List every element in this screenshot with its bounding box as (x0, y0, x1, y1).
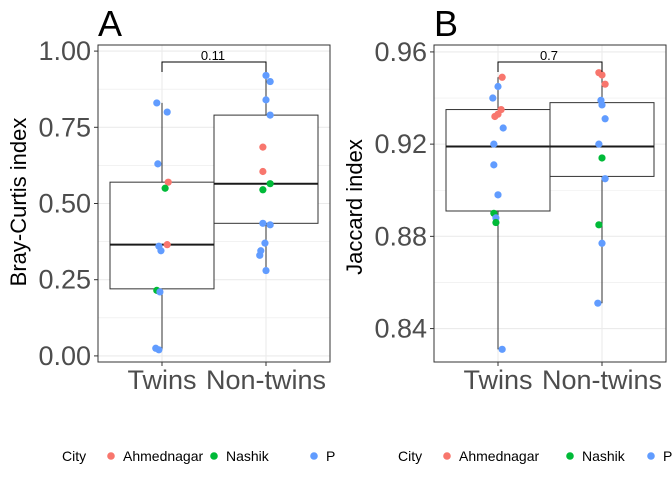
data-point (262, 71, 270, 80)
panel-b-x-ticks: Twins Non-twins (463, 362, 662, 395)
legend-b: City Ahmednagar Nashik P (398, 448, 672, 464)
data-point (598, 101, 606, 109)
data-point (256, 251, 264, 259)
y-tick-label: 0.75 (38, 112, 91, 142)
legend-label: Nashik (582, 448, 626, 464)
data-point (598, 239, 606, 247)
data-point (259, 219, 267, 227)
legend-key (647, 452, 655, 460)
panel-a-x-ticks: Twins Non-twins (127, 362, 326, 395)
data-point (259, 167, 267, 176)
y-tick-label: 0.50 (38, 189, 91, 219)
y-tick-label: 0.88 (374, 221, 427, 251)
panel-b-label: B (434, 3, 458, 44)
legend-title: City (398, 448, 422, 464)
data-point (156, 288, 164, 296)
data-point (266, 221, 274, 229)
data-point (163, 241, 171, 249)
panel-b-y-ticks: 0.84 0.88 0.92 0.96 (374, 37, 434, 344)
y-tick-label: 0.84 (374, 314, 427, 344)
data-point (266, 111, 274, 119)
box-iqr (213, 114, 319, 224)
data-point (594, 299, 602, 307)
data-point (601, 115, 609, 123)
y-tick-label: 0.96 (374, 37, 427, 67)
legend-label: Ahmednagar (459, 448, 540, 464)
data-point (259, 143, 267, 151)
data-point (259, 186, 267, 194)
y-tick-label: 0.92 (374, 129, 427, 159)
legend-title: City (62, 448, 86, 464)
legend-key (566, 452, 574, 460)
x-tick-label: Twins (463, 365, 532, 395)
data-point (262, 96, 270, 104)
panel-a-y-axis-title: Bray-Curtis index (6, 118, 31, 287)
data-point (499, 124, 507, 132)
data-point (161, 184, 169, 192)
box-iqr (549, 102, 655, 177)
data-point (262, 266, 270, 275)
legend-label: Ahmednagar (123, 448, 204, 464)
data-point (601, 175, 609, 183)
legend-key (443, 452, 451, 460)
data-point (266, 180, 274, 188)
box-iqr (109, 181, 215, 290)
y-tick-label: 1.00 (38, 36, 91, 66)
panel-a-y-ticks: 0.00 0.25 0.50 0.75 1.00 (38, 36, 98, 371)
data-point (494, 82, 502, 91)
panel-a-pvalue: 0.11 (201, 48, 225, 63)
data-point (164, 178, 172, 186)
data-point (595, 221, 603, 229)
panel-a-significance-bracket (161, 61, 267, 72)
data-point (601, 80, 609, 88)
legend-key (310, 452, 318, 460)
legend-label: Nashik (226, 448, 270, 464)
y-tick-label: 0.25 (38, 265, 91, 295)
panel-b-pvalue: 0.7 (540, 48, 558, 63)
data-point (490, 161, 498, 169)
x-tick-label: Non-twins (542, 365, 662, 395)
data-point (261, 239, 269, 247)
panel-border (433, 44, 667, 363)
data-point (489, 94, 497, 102)
data-point (498, 73, 506, 81)
legend-label: P (663, 448, 672, 464)
data-point (498, 345, 506, 353)
legend-key (210, 452, 218, 460)
x-tick-label: Twins (127, 365, 196, 395)
data-point (598, 71, 606, 79)
panel-b-y-axis-title: Jaccard index (342, 139, 367, 275)
panel-a: A 0.00 0.25 0.50 0.75 1.00 Twins Non-twins 0.… (6, 3, 331, 395)
data-point (595, 140, 603, 148)
data-point (154, 160, 162, 168)
data-point (490, 140, 498, 148)
bracket-line (161, 61, 267, 72)
panel-b: B 0.84 0.88 0.92 0.96 Twins Non-twins 0.7 Ja… (342, 3, 667, 395)
data-point (266, 77, 274, 86)
data-point (598, 154, 606, 162)
panel-b-points (433, 44, 667, 363)
y-tick-label: 0.00 (38, 341, 91, 371)
bracket-line (497, 61, 603, 72)
data-point (163, 108, 171, 116)
data-point (491, 112, 499, 121)
panel-a-label: A (98, 3, 122, 44)
data-point (494, 191, 502, 199)
panel-b-significance-bracket (497, 61, 603, 72)
legend-key (107, 452, 115, 460)
data-point (157, 247, 165, 255)
data-point (155, 346, 163, 354)
legend-label: P (326, 448, 335, 464)
data-point (153, 99, 161, 107)
legend-a: City Ahmednagar Nashik P (62, 448, 335, 464)
data-point (492, 218, 500, 227)
x-tick-label: Non-twins (206, 365, 326, 395)
panel-a-boxes (109, 75, 319, 350)
